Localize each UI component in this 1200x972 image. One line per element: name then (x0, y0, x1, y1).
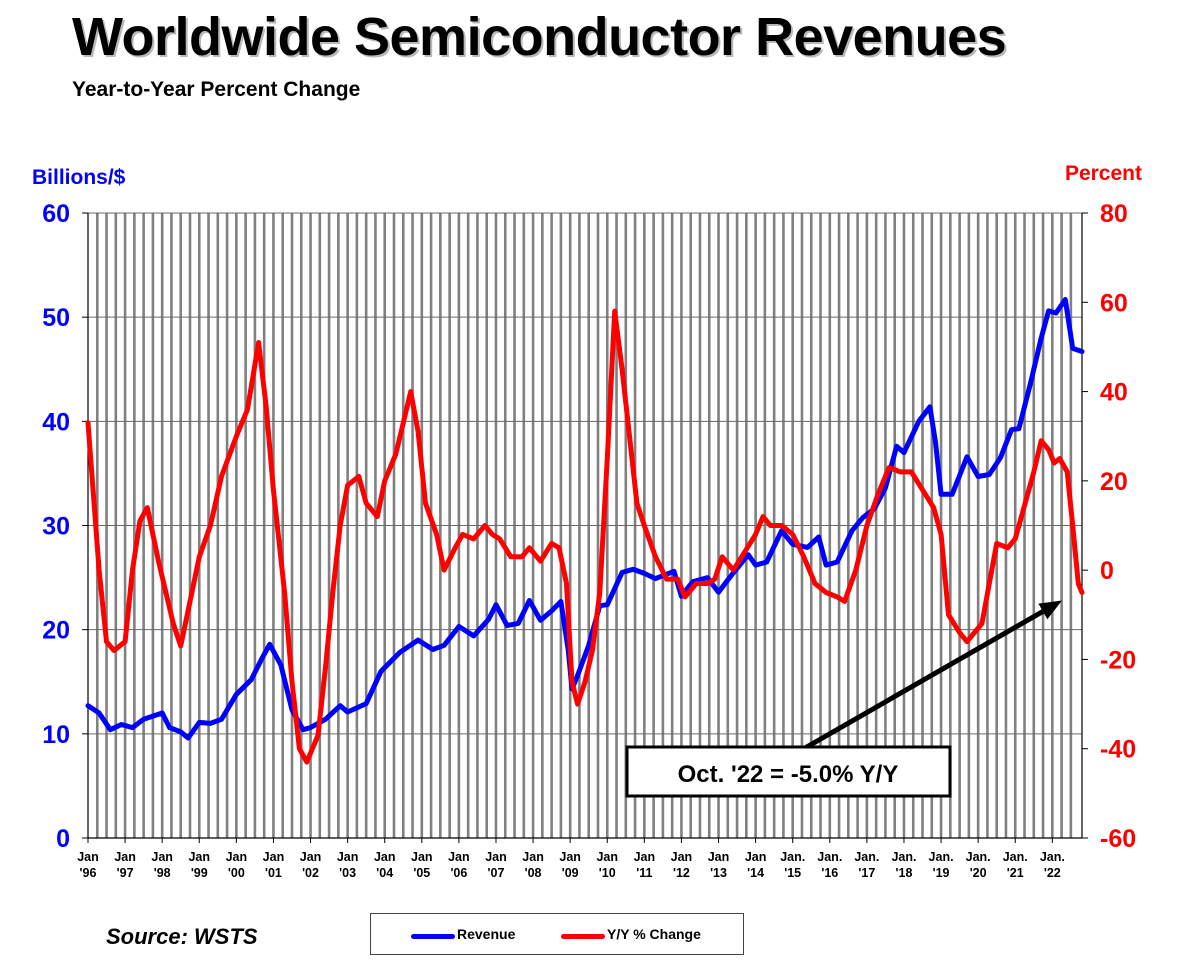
x-tick-label-year: '14 (747, 866, 764, 880)
x-tick-label-year: '02 (302, 866, 319, 880)
x-tick-label-year: '12 (673, 866, 690, 880)
y-right-tick-label: 40 (1100, 379, 1128, 407)
series-line-yoy-change (85, 308, 1085, 765)
x-tick-label-month: Jan. (966, 850, 991, 864)
chart-grid (88, 212, 1082, 839)
x-tick-label-year: '00 (228, 866, 245, 880)
y-right-tick-label: 0 (1100, 557, 1114, 585)
x-tick-label-month: Jan (188, 850, 210, 864)
x-tick-label-year: '16 (821, 866, 838, 880)
annotation-box (625, 745, 952, 798)
x-tick-label-month: Jan (114, 850, 136, 864)
x-tick-label-year: '05 (413, 866, 430, 880)
source-note: Source: WSTS (106, 924, 258, 949)
x-tick-label-year: '01 (265, 866, 282, 880)
x-tick-label-month: Jan (745, 850, 767, 864)
chart-series (85, 297, 1085, 765)
x-tick-label-month: Jan. (854, 850, 879, 864)
x-tick-label-year: '21 (1007, 866, 1024, 880)
x-tick-label-month: Jan (300, 850, 322, 864)
x-tick-label-month: Jan (448, 850, 470, 864)
x-tick-label-year: '11 (636, 866, 652, 880)
x-tick-label-month: Jan (522, 850, 544, 864)
x-tick-label-month: Jan. (1003, 850, 1028, 864)
x-tick-label-year: '22 (1044, 866, 1061, 880)
x-tick-label-month: Jan. (891, 850, 916, 864)
y-left-tick-label: 30 (42, 513, 70, 541)
x-tick-label-year: '04 (376, 866, 393, 880)
x-tick-label-year: '99 (191, 866, 208, 880)
x-tick-label-year: '13 (710, 866, 727, 880)
y-left-tick-label: 20 (42, 617, 70, 645)
chart-annotation: Oct. '22 = -5.0% Y/Y (625, 600, 1062, 798)
x-tick-label-month: Jan (411, 850, 433, 864)
x-tick-label-year: '03 (339, 866, 356, 880)
x-tick-label-month: Jan. (780, 850, 805, 864)
x-tick-label-year: '15 (784, 866, 801, 880)
chart-subtitle: Year-to-Year Percent Change (72, 78, 361, 101)
chart-axes: 0 10 20 30 40 50 60 -60 -40 -20 0 20 40 60 80 Billions/… (32, 162, 1142, 880)
x-tick-label-month: Jan (374, 850, 396, 864)
x-tick-label-month: Jan (485, 850, 507, 864)
x-tick-label-month: Jan (151, 850, 173, 864)
x-tick-label-year: '98 (154, 866, 171, 880)
x-tick-label-year: '10 (599, 866, 616, 880)
x-tick-label-month: Jan. (929, 850, 954, 864)
x-tick-label-year: '20 (970, 866, 987, 880)
y-right-tick-label: 60 (1100, 289, 1128, 317)
chart-title: Worldwide Semiconductor Revenues (72, 7, 1007, 67)
x-tick-label-year: '96 (80, 866, 97, 880)
y-right-axis-label: Percent (1065, 162, 1142, 185)
y-right-tick-label: 20 (1100, 468, 1128, 496)
legend-label-revenue: Revenue (457, 926, 516, 942)
legend-label-change: Y/Y % Change (607, 926, 701, 942)
x-tick-label-year: '97 (117, 866, 134, 880)
x-tick-label-month: Jan (77, 850, 99, 864)
y-right-tick-label: 80 (1100, 200, 1128, 228)
legend-swatch-revenue (411, 934, 455, 939)
y-left-tick-label: 0 (56, 825, 70, 853)
x-tick-label-month: Jan (263, 850, 285, 864)
x-tick-label-year: '18 (896, 866, 913, 880)
x-tick-label-month: Jan (634, 850, 656, 864)
legend-swatch-change (561, 934, 605, 939)
x-tick-label-year: '09 (562, 866, 579, 880)
y-right-tick-label: -40 (1100, 736, 1136, 764)
x-tick-label-month: Jan (596, 850, 618, 864)
x-tick-label-month: Jan (708, 850, 730, 864)
x-tick-label-month: Jan (337, 850, 359, 864)
x-tick-label-year: '06 (450, 866, 467, 880)
x-tick-label-month: Jan (671, 850, 693, 864)
x-tick-label-year: '19 (933, 866, 950, 880)
x-tick-label-month: Jan (559, 850, 581, 864)
x-tick-label-year: '07 (488, 866, 505, 880)
y-left-tick-label: 60 (42, 200, 70, 228)
y-left-tick-label: 50 (42, 304, 70, 332)
y-right-tick-label: -20 (1100, 646, 1136, 674)
x-tick-label-month: Jan. (1040, 850, 1065, 864)
annotation-label: Oct. '22 = -5.0% Y/Y (678, 761, 899, 788)
y-right-tick-label: -60 (1100, 825, 1136, 853)
y-left-tick-label: 40 (42, 408, 70, 436)
x-tick-label-month: Jan (226, 850, 248, 864)
x-tick-label-year: '17 (858, 866, 875, 880)
x-tick-label-year: '08 (525, 866, 542, 880)
y-left-tick-label: 10 (42, 721, 70, 749)
y-left-axis-label: Billions/$ (32, 166, 126, 189)
annotation-arrow-shaft (803, 609, 1045, 751)
x-tick-label-month: Jan. (817, 850, 842, 864)
annotation-arrow-head (1038, 600, 1062, 620)
legend: Revenue Y/Y % Change (370, 913, 744, 955)
